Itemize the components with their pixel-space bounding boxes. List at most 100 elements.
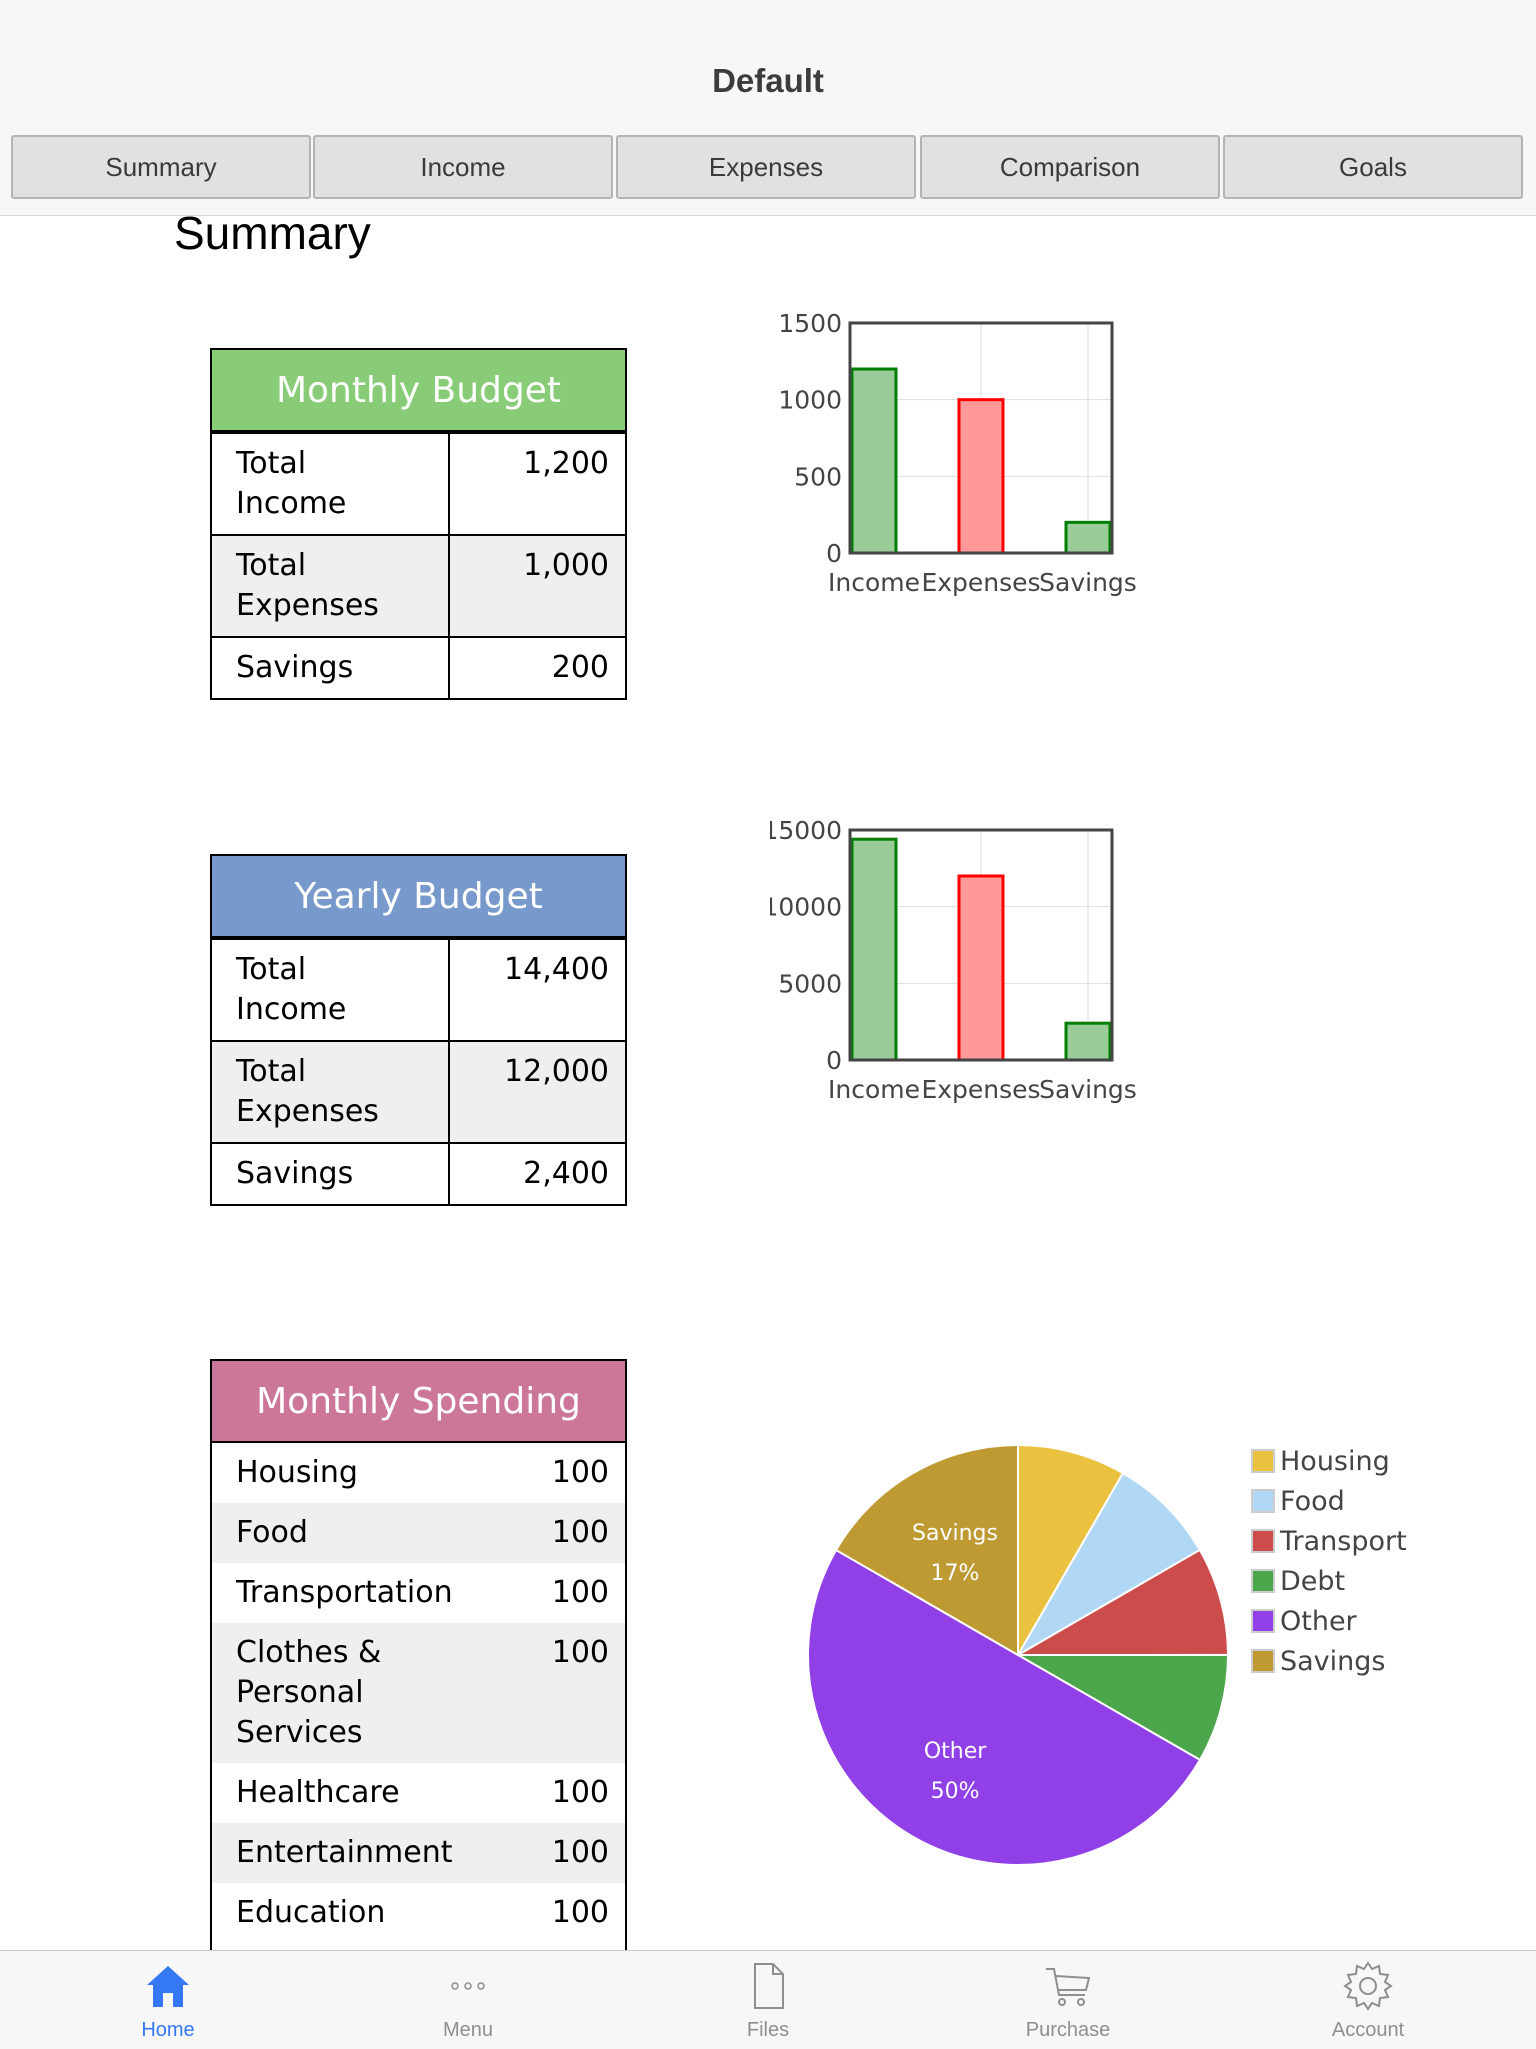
row-value: 1,200 <box>523 446 609 481</box>
table-row: Total Expenses 12,000 <box>212 1040 625 1142</box>
navigation-bar: Default <box>0 0 1536 128</box>
row-label: Savings <box>212 1144 450 1204</box>
row-value: 100 <box>551 1455 609 1490</box>
slice-label: Savings <box>912 1521 998 1546</box>
plot-frame <box>848 828 1114 1062</box>
legend-label: Housing <box>1280 1446 1390 1477</box>
tab-bar: Summary Income Expenses Comparison Goals <box>0 127 1536 216</box>
slice-percent: 17% <box>931 1561 980 1586</box>
legend-label: Savings <box>1280 1646 1385 1677</box>
spending-pie-chart: Savings 17% Other 50% Housing Food Transport De… <box>806 1443 1407 1867</box>
tab-purchase-label: Purchase <box>1025 2019 1111 2041</box>
monthly-budget-header: Monthly Budget <box>212 350 625 432</box>
tab-goals[interactable]: Goals <box>1223 135 1523 199</box>
monthly-budget-table: Monthly Budget Total Income 1,200 Total … <box>210 348 627 700</box>
cart-icon <box>1046 1968 1091 2006</box>
table-row: Total Income 1,200 <box>212 432 625 534</box>
plot-frame <box>848 321 1114 555</box>
bar-income <box>850 837 898 1062</box>
row-label: Total Expenses <box>212 536 450 636</box>
tab-files[interactable]: Files <box>618 1951 918 2049</box>
y-tick-label: 1000 <box>778 386 842 415</box>
y-tick-label: 5000 <box>778 969 842 998</box>
slice-percent: 50% <box>931 1779 980 1804</box>
row-label: Healthcare <box>236 1775 400 1810</box>
x-tick-label: Expenses <box>921 568 1040 597</box>
row-label: Total Income <box>212 434 450 534</box>
file-icon <box>754 1963 784 2009</box>
tab-home-label: Home <box>141 2019 195 2041</box>
table-row: Clothes & Personal Services 100 <box>212 1623 625 1763</box>
y-tick-label: 15000 <box>770 816 842 845</box>
pie-slice-savings <box>834 1443 1019 1657</box>
monthly-spending-header: Monthly Spending <box>212 1361 625 1443</box>
table-row: Total Expenses 1,000 <box>212 534 625 636</box>
legend-swatch <box>1251 1529 1275 1553</box>
row-label: Total Income <box>212 940 450 1040</box>
row-value: 100 <box>551 1775 609 1810</box>
x-tick-label: Savings <box>1039 1075 1137 1104</box>
row-value: 1,000 <box>523 548 609 583</box>
y-tick-label: 0 <box>826 1046 842 1075</box>
tab-comparison[interactable]: Comparison <box>920 135 1220 199</box>
bar-expenses <box>957 398 1005 555</box>
tab-purchase[interactable]: Purchase <box>918 1951 1218 2049</box>
y-tick-label: 1500 <box>778 309 842 338</box>
monthly-spending-table: Monthly Spending Housing 100 Food 100 Tr… <box>210 1359 627 1979</box>
row-value: 100 <box>551 1635 609 1670</box>
pie-slice-food <box>1015 1471 1202 1658</box>
pie-slice-transport <box>1014 1548 1230 1657</box>
legend-label: Debt <box>1280 1566 1345 1597</box>
page-title: Summary <box>174 207 371 259</box>
table-row: Entertainment 100 <box>212 1823 625 1883</box>
row-label: Education <box>236 1895 386 1930</box>
tab-home[interactable]: Home <box>18 1951 318 2049</box>
legend-swatch <box>1251 1569 1275 1593</box>
pie-slice-other <box>806 1548 1202 1867</box>
row-label: Housing <box>236 1455 358 1490</box>
tab-menu[interactable]: Menu <box>318 1951 618 2049</box>
x-tick-label: Expenses <box>921 1075 1040 1104</box>
tab-income[interactable]: Income <box>313 135 613 199</box>
table-row: Transportation 100 <box>212 1563 625 1623</box>
nav-title: Default <box>712 62 824 99</box>
table-row: Education 100 <box>212 1883 625 1943</box>
home-icon <box>147 1966 189 2007</box>
row-label: Total Expenses <box>212 1042 450 1142</box>
table-row: Food 100 <box>212 1503 625 1563</box>
table-row: Savings 200 <box>212 636 625 698</box>
row-value: 12,000 <box>504 1054 609 1089</box>
legend-label: Food <box>1280 1486 1345 1517</box>
legend-label: Transport <box>1279 1526 1407 1557</box>
bar-savings <box>1064 1021 1112 1062</box>
slice-label: Other <box>924 1739 987 1764</box>
tab-menu-label: Menu <box>442 2019 494 2041</box>
tab-account-label: Account <box>1331 2019 1405 2041</box>
row-label: Food <box>236 1515 308 1550</box>
row-label: Clothes & Personal Services <box>236 1635 382 1750</box>
legend-swatch <box>1251 1649 1275 1673</box>
legend-swatch <box>1251 1609 1275 1633</box>
bar-expenses <box>957 874 1005 1062</box>
y-tick-label: 500 <box>794 462 842 491</box>
x-tick-label: Income <box>828 1075 920 1104</box>
x-tick-label: Income <box>828 568 920 597</box>
row-value: 100 <box>551 1575 609 1610</box>
row-value: 100 <box>551 1835 609 1870</box>
legend-label: Other <box>1280 1606 1358 1637</box>
table-row: Healthcare 100 <box>212 1763 625 1823</box>
y-tick-label: 0 <box>826 539 842 568</box>
row-label: Transportation <box>236 1575 453 1610</box>
tab-summary[interactable]: Summary <box>11 135 311 199</box>
tab-expenses[interactable]: Expenses <box>616 135 916 199</box>
table-row: Savings 2,400 <box>212 1142 625 1204</box>
bottom-tab-bar: Home Menu Files Purchase Account <box>0 1950 1536 2049</box>
row-label: Entertainment <box>236 1835 453 1870</box>
tab-files-label: Files <box>746 2019 790 2041</box>
x-tick-label: Savings <box>1039 568 1137 597</box>
bar-savings <box>1064 520 1112 555</box>
row-value: 2,400 <box>523 1156 609 1191</box>
tab-account[interactable]: Account <box>1218 1951 1518 2049</box>
